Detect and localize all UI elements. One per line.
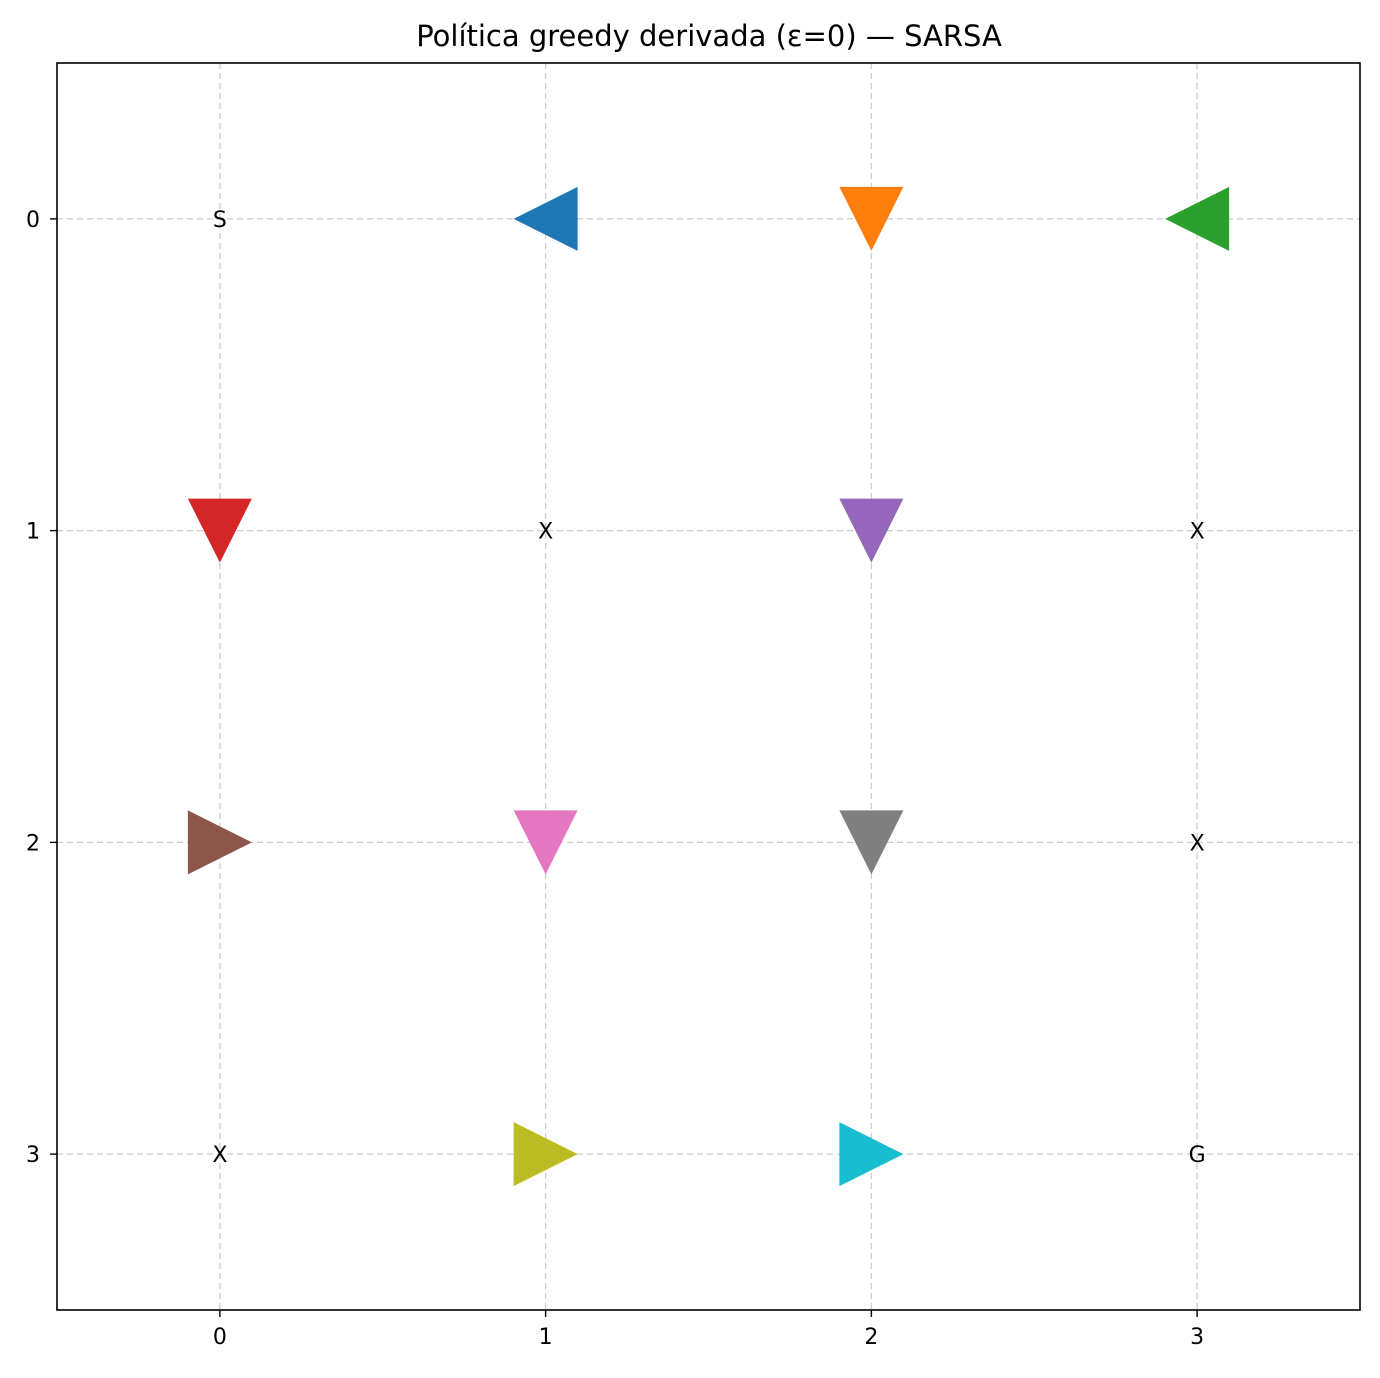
cell-label: X [212, 1143, 227, 1168]
policy-arrow-right [187, 810, 252, 875]
axis-ticks: 0 1 2 3 0 1 2 3 [26, 208, 1204, 1350]
plot-frame [56, 62, 1361, 1311]
y-tick-label: 1 [26, 520, 40, 545]
x-tick-label: 0 [213, 1325, 227, 1350]
policy-arrow-down [839, 186, 904, 251]
plot-marks: S X X X X G [187, 186, 1230, 1187]
cell-label: X [538, 520, 553, 545]
chart-title: Política greedy derivada (ε=0) — SARSA [416, 19, 1002, 53]
policy-arrow-right [839, 1122, 904, 1187]
policy-arrow-down [839, 498, 904, 563]
x-tick-label: 1 [539, 1325, 553, 1350]
x-tick-label: 3 [1190, 1325, 1204, 1350]
policy-arrow-left [1165, 186, 1230, 251]
policy-arrow-right [513, 1122, 578, 1187]
y-tick-label: 0 [26, 208, 40, 233]
y-tick-label: 3 [26, 1143, 40, 1168]
y-tick-label: 2 [26, 831, 40, 856]
policy-arrow-left [513, 186, 578, 251]
cell-label: X [1190, 831, 1205, 856]
cell-label: S [213, 208, 227, 233]
grid [57, 63, 1360, 1310]
x-tick-label: 2 [864, 1325, 878, 1350]
policy-arrow-down [513, 810, 578, 875]
cell-label: X [1190, 520, 1205, 545]
policy-arrow-down [187, 498, 252, 563]
cell-label: G [1189, 1143, 1206, 1168]
policy-arrow-down [839, 810, 904, 875]
